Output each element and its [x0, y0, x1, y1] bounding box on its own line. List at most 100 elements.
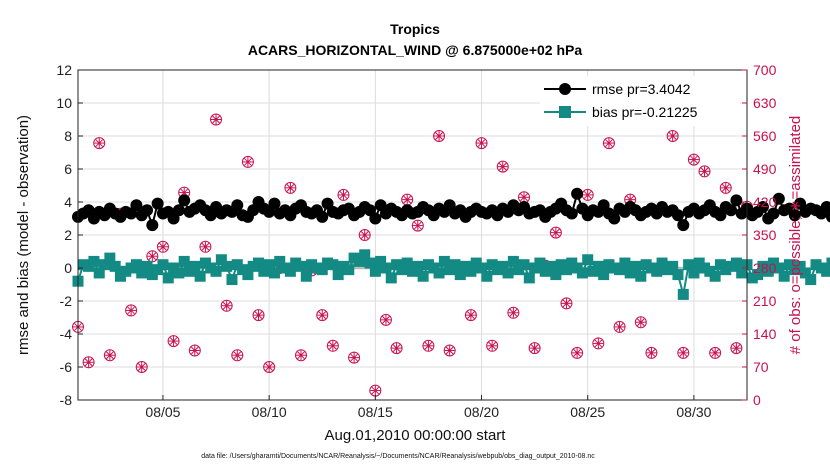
obs-assimilated-marker — [190, 346, 199, 355]
y-tick-label: 4 — [64, 194, 72, 210]
obs-point — [348, 351, 361, 364]
obs-point — [156, 240, 169, 253]
obs-assimilated-marker — [392, 344, 401, 352]
legend-rmse-marker — [559, 83, 571, 95]
obs-possible-marker — [571, 346, 584, 359]
y-tick-label: -8 — [60, 392, 73, 408]
obs-assimilated-marker — [360, 231, 369, 239]
obs-possible-marker — [549, 226, 562, 239]
left-axis-ticks: -8 -6 -4 -2 0 2 4 6 8 10 12 — [56, 62, 83, 408]
obs-point — [284, 181, 297, 194]
bias-series-point — [401, 257, 413, 269]
obs-possible-marker — [687, 153, 700, 166]
rmse-series-point — [725, 204, 738, 217]
obs-assimilated-marker — [562, 299, 571, 308]
bias-series-point — [677, 288, 689, 300]
obs-assimilated-marker — [318, 311, 327, 319]
obs-point — [263, 361, 276, 373]
obs-point — [167, 335, 180, 348]
obs-point — [82, 356, 95, 369]
obs-point — [698, 165, 711, 178]
y-tick-label: 10 — [56, 95, 72, 111]
bias-series-point — [136, 267, 148, 279]
obs-possible-marker — [507, 306, 520, 319]
bias-series-point — [794, 260, 806, 272]
obs-point — [146, 250, 159, 263]
obs-point — [188, 344, 201, 357]
x-axis-label: Aug.01,2010 00:00:00 start — [325, 427, 507, 444]
obs-possible-marker — [443, 344, 456, 357]
obs-assimilated-marker — [254, 311, 263, 319]
obs-assimilated-marker — [732, 344, 741, 352]
rmse-series-point — [268, 197, 281, 210]
obs-assimilated-marker — [84, 358, 93, 367]
obs-assimilated-marker — [647, 349, 656, 357]
obs-assimilated-marker — [148, 252, 157, 261]
obs-possible-marker — [326, 339, 339, 352]
obs-assimilated-marker — [488, 341, 496, 350]
y-tick-label: -6 — [60, 359, 73, 375]
obs-possible-marker — [560, 297, 573, 310]
bias-series-point — [369, 265, 381, 277]
bias-series-point — [194, 270, 206, 282]
y-axis-label-right: # of obs: o=possible; ∗=assimilated — [787, 116, 804, 355]
obs-assimilated-marker — [509, 308, 518, 317]
obs-point — [528, 342, 541, 355]
bias-series-point — [518, 259, 530, 271]
obs-point — [443, 344, 456, 357]
obs-possible-marker — [390, 342, 403, 355]
y-right-tick-label: 140 — [753, 326, 777, 342]
obs-possible-marker — [82, 356, 95, 369]
bias-series-point — [560, 264, 572, 276]
bias-series-point — [534, 257, 546, 269]
obs-point — [475, 137, 488, 150]
right-axis-ticks: 0 70 140 210 280 350 420 490 560 630 700 — [742, 62, 777, 408]
obs-possible-marker — [433, 130, 446, 142]
obs-possible-marker — [666, 130, 679, 142]
obs-assimilated-marker — [413, 221, 422, 230]
bias-series-point — [109, 260, 121, 272]
obs-point — [666, 130, 679, 142]
bias-series-point — [805, 274, 817, 286]
obs-assimilated-marker — [700, 167, 709, 176]
bias-series-point — [178, 255, 190, 267]
obs-point — [231, 349, 244, 362]
rmse-series-point — [825, 211, 830, 223]
obs-assimilated-marker — [403, 195, 412, 204]
rmse-series-point — [677, 219, 690, 232]
bias-series-point — [651, 265, 663, 277]
obs-possible-marker — [464, 309, 477, 322]
rmse-series-point — [369, 212, 382, 225]
obs-assimilated-marker — [424, 341, 433, 350]
obs-possible-marker — [379, 313, 392, 326]
bias-series-point — [481, 270, 493, 282]
bias-series-point — [667, 260, 679, 272]
rmse-series-point — [141, 204, 154, 217]
bias-series-point — [619, 257, 631, 269]
obs-assimilated-marker — [382, 316, 390, 324]
bias-series-point — [736, 267, 748, 279]
bias-series-point — [438, 255, 450, 267]
obs-point — [507, 306, 520, 319]
obs-point — [369, 384, 382, 397]
y-tick-label: -4 — [60, 326, 73, 342]
rmse-series-point — [172, 204, 185, 217]
bias-series-point — [582, 254, 594, 266]
bias-series-point — [359, 249, 371, 261]
obs-possible-marker — [719, 181, 732, 194]
obs-point — [220, 299, 233, 312]
bias-series-point — [502, 267, 514, 279]
obs-point — [486, 339, 499, 352]
y-tick-label: 0 — [64, 260, 72, 276]
rmse-series-point — [730, 194, 743, 207]
bias-series — [72, 249, 830, 300]
obs-point — [592, 337, 605, 350]
x-tick-label: 08/05 — [145, 404, 180, 420]
obs-possible-marker — [698, 165, 711, 178]
rmse-series-point — [130, 199, 143, 212]
obs-point — [252, 309, 265, 322]
y-right-tick-label: 420 — [753, 194, 777, 210]
x-axis-ticks: 08/05 08/10 08/15 08/20 08/25 08/30 — [145, 395, 712, 420]
bias-series-point — [598, 269, 610, 281]
obs-assimilated-marker — [169, 337, 178, 345]
